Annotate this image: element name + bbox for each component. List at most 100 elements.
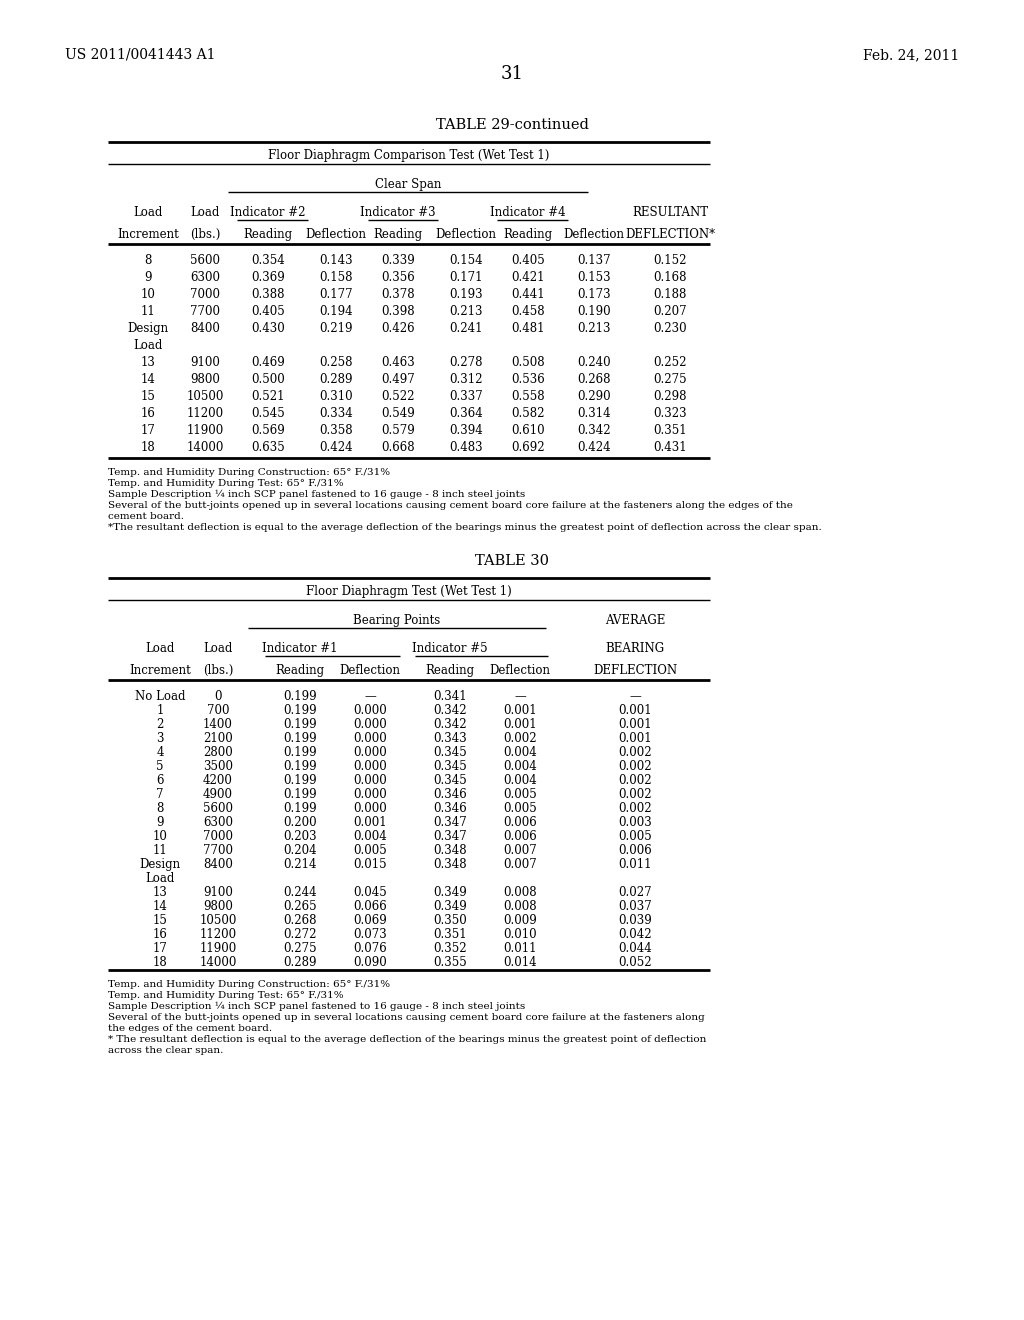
Text: 0.005: 0.005 [353, 843, 387, 857]
Text: 0.199: 0.199 [284, 733, 316, 744]
Text: 14: 14 [140, 374, 156, 385]
Text: *The resultant deflection is equal to the average deflection of the bearings min: *The resultant deflection is equal to th… [108, 523, 821, 532]
Text: 0.268: 0.268 [578, 374, 610, 385]
Text: 0.001: 0.001 [353, 816, 387, 829]
Text: 4200: 4200 [203, 774, 232, 787]
Text: 0.289: 0.289 [284, 956, 316, 969]
Text: 0.015: 0.015 [353, 858, 387, 871]
Text: 7700: 7700 [190, 305, 220, 318]
Text: 0.153: 0.153 [578, 271, 610, 284]
Text: 0.005: 0.005 [618, 830, 652, 843]
Text: Load: Load [133, 339, 163, 352]
Text: 0.214: 0.214 [284, 858, 316, 871]
Text: 0.334: 0.334 [319, 407, 353, 420]
Text: 0.356: 0.356 [381, 271, 415, 284]
Text: 0.265: 0.265 [284, 900, 316, 913]
Text: 0.010: 0.010 [503, 928, 537, 941]
Text: 0.388: 0.388 [251, 288, 285, 301]
Text: 0.004: 0.004 [503, 746, 537, 759]
Text: Reading: Reading [244, 228, 293, 242]
Text: 0.355: 0.355 [433, 956, 467, 969]
Text: 0.004: 0.004 [353, 830, 387, 843]
Text: 0.143: 0.143 [319, 253, 353, 267]
Text: 0.545: 0.545 [251, 407, 285, 420]
Text: 0.430: 0.430 [251, 322, 285, 335]
Text: 18: 18 [140, 441, 156, 454]
Text: 0.001: 0.001 [618, 733, 652, 744]
Text: 2100: 2100 [203, 733, 232, 744]
Text: Temp. and Humidity During Construction: 65° F./31%: Temp. and Humidity During Construction: … [108, 979, 390, 989]
Text: 0.339: 0.339 [381, 253, 415, 267]
Text: 0.011: 0.011 [503, 942, 537, 954]
Text: 0.346: 0.346 [433, 803, 467, 814]
Text: Deflection: Deflection [340, 664, 400, 677]
Text: 0.000: 0.000 [353, 774, 387, 787]
Text: 9: 9 [144, 271, 152, 284]
Text: 0.469: 0.469 [251, 356, 285, 370]
Text: 9100: 9100 [203, 886, 232, 899]
Text: 0.152: 0.152 [653, 253, 687, 267]
Text: 0.582: 0.582 [511, 407, 545, 420]
Text: 0.342: 0.342 [433, 704, 467, 717]
Text: 5600: 5600 [203, 803, 233, 814]
Text: 0.230: 0.230 [653, 322, 687, 335]
Text: 0.000: 0.000 [353, 803, 387, 814]
Text: 7700: 7700 [203, 843, 233, 857]
Text: 0.002: 0.002 [618, 760, 652, 774]
Text: 0.006: 0.006 [503, 816, 537, 829]
Text: 0.005: 0.005 [503, 803, 537, 814]
Text: 0.000: 0.000 [353, 718, 387, 731]
Text: 0.558: 0.558 [511, 389, 545, 403]
Text: 15: 15 [140, 389, 156, 403]
Text: 0.199: 0.199 [284, 774, 316, 787]
Text: 0.203: 0.203 [284, 830, 316, 843]
Text: 0.006: 0.006 [618, 843, 652, 857]
Text: 0.421: 0.421 [511, 271, 545, 284]
Text: Load: Load [145, 873, 175, 884]
Text: 0.173: 0.173 [578, 288, 610, 301]
Text: Temp. and Humidity During Test: 65° F./31%: Temp. and Humidity During Test: 65° F./3… [108, 479, 344, 488]
Text: —: — [629, 690, 641, 704]
Text: 0.369: 0.369 [251, 271, 285, 284]
Text: 0.349: 0.349 [433, 900, 467, 913]
Text: 0.342: 0.342 [433, 718, 467, 731]
Text: 0.241: 0.241 [450, 322, 482, 335]
Text: 0.076: 0.076 [353, 942, 387, 954]
Text: 0.002: 0.002 [618, 746, 652, 759]
Text: 0.039: 0.039 [618, 913, 652, 927]
Text: 0.001: 0.001 [618, 704, 652, 717]
Text: 0.213: 0.213 [450, 305, 482, 318]
Text: 1400: 1400 [203, 718, 232, 731]
Text: 6300: 6300 [190, 271, 220, 284]
Text: 0.199: 0.199 [284, 788, 316, 801]
Text: AVERAGE: AVERAGE [605, 614, 666, 627]
Text: 0.168: 0.168 [653, 271, 687, 284]
Text: 11200: 11200 [186, 407, 223, 420]
Text: 0.341: 0.341 [433, 690, 467, 704]
Text: 0.521: 0.521 [251, 389, 285, 403]
Text: 0.090: 0.090 [353, 956, 387, 969]
Text: 0.044: 0.044 [618, 942, 652, 954]
Text: Indicator #4: Indicator #4 [490, 206, 566, 219]
Text: 0.009: 0.009 [503, 913, 537, 927]
Text: 5: 5 [157, 760, 164, 774]
Text: 0.289: 0.289 [319, 374, 352, 385]
Text: Reading: Reading [504, 228, 553, 242]
Text: 0.337: 0.337 [450, 389, 483, 403]
Text: 0.347: 0.347 [433, 830, 467, 843]
Text: 0.275: 0.275 [653, 374, 687, 385]
Text: Temp. and Humidity During Construction: 65° F./31%: Temp. and Humidity During Construction: … [108, 469, 390, 477]
Text: 0.007: 0.007 [503, 858, 537, 871]
Text: 3: 3 [157, 733, 164, 744]
Text: 0.536: 0.536 [511, 374, 545, 385]
Text: 0.290: 0.290 [578, 389, 610, 403]
Text: 0.258: 0.258 [319, 356, 352, 370]
Text: 0.199: 0.199 [284, 803, 316, 814]
Text: 0.199: 0.199 [284, 704, 316, 717]
Text: 16: 16 [140, 407, 156, 420]
Text: 0.052: 0.052 [618, 956, 652, 969]
Text: 0.483: 0.483 [450, 441, 482, 454]
Text: 0.207: 0.207 [653, 305, 687, 318]
Text: 0.069: 0.069 [353, 913, 387, 927]
Text: 0.199: 0.199 [284, 690, 316, 704]
